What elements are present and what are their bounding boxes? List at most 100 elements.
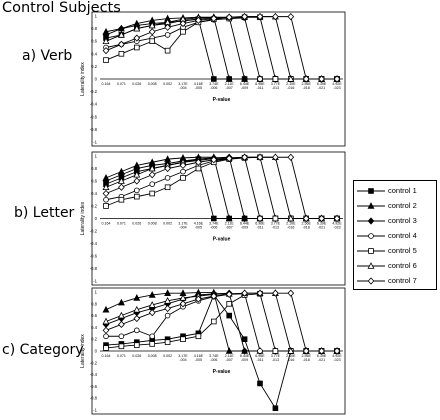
- legend-label-control-1: control 1: [388, 186, 417, 195]
- x-tick-label: 0.164: [102, 354, 111, 358]
- series-line-7: [105, 292, 337, 352]
- legend-item-control-4: control 4: [356, 230, 436, 242]
- data-point: [149, 341, 156, 347]
- data-point: [164, 184, 171, 191]
- chart-panel-2: 1 0.8 0.6 0.4 0.2 0 -0.2 -0.4 -0.6 -0.8 -1 0.164 0.0…: [80, 151, 346, 286]
- data-point: [180, 175, 186, 181]
- data-point: [287, 153, 295, 161]
- data-point: [195, 165, 202, 172]
- data-point: [103, 203, 109, 209]
- x-tick-label: 4.16E -005: [194, 82, 204, 90]
- data-point: [210, 292, 218, 300]
- plot-frame: [91, 11, 346, 147]
- data-point: [241, 336, 248, 342]
- x-tick-label: 0.002: [163, 222, 172, 226]
- x-tick-label: 6.96E -011: [255, 82, 265, 90]
- data-point: [195, 333, 202, 340]
- data-point: [272, 76, 279, 82]
- x-tick-label: 2.56E -018: [301, 354, 311, 362]
- data-point: [272, 153, 279, 161]
- data-point: [149, 333, 156, 340]
- y-tick-label: -0.2: [90, 360, 98, 365]
- data-point: [180, 336, 186, 342]
- legend-item-control-7: control 7: [356, 275, 436, 287]
- y-tick-label: 0.8: [91, 166, 97, 171]
- legend-item-control-6: control 6: [356, 260, 436, 272]
- legend-marker: [367, 277, 375, 285]
- panel-label-verb: a) Verb: [22, 48, 73, 64]
- data-point: [210, 156, 218, 164]
- data-point: [117, 177, 125, 184]
- series-line-6: [105, 292, 337, 352]
- x-tick-label: 0.071: [117, 354, 126, 358]
- x-axis-title: P-value: [213, 97, 231, 103]
- y-tick-label: 0.6: [91, 39, 97, 44]
- x-tick-label: 0.026: [132, 354, 141, 358]
- data-point: [333, 214, 341, 223]
- y-axis-title: Laterality index: [80, 334, 86, 368]
- data-point: [225, 13, 233, 21]
- x-tick-label: 6.39E -021: [317, 222, 327, 230]
- data-point: [133, 305, 141, 313]
- x-tick-label: 6.96E -011: [255, 354, 265, 362]
- data-point: [133, 294, 141, 301]
- data-point: [272, 289, 279, 297]
- data-point: [118, 333, 125, 340]
- y-tick-label: 0.2: [91, 64, 97, 69]
- data-point: [257, 76, 263, 82]
- x-tick-label: 0.002: [163, 82, 172, 86]
- x-tick-label: 6.39E -021: [317, 82, 327, 90]
- x-tick-label: 0.071: [117, 82, 126, 86]
- data-point: [164, 175, 171, 181]
- legend-swatch-3: [357, 217, 385, 225]
- data-point: [226, 300, 233, 307]
- data-point: [287, 347, 295, 354]
- y-tick-label: -0.4: [90, 102, 98, 107]
- chart-panel-1: 1 0.8 0.6 0.4 0.2 0 -0.2 -0.4 -0.6 -0.8 -1 0.164 0.0…: [80, 11, 346, 147]
- x-tick-label: 4.92E -023: [332, 222, 342, 230]
- y-tick-label: 0.4: [91, 325, 97, 330]
- y-tick-label: 0: [95, 77, 98, 82]
- data-point: [164, 312, 171, 319]
- data-point: [180, 28, 186, 35]
- data-point: [102, 317, 110, 325]
- data-point: [148, 21, 156, 29]
- data-point: [118, 51, 125, 57]
- y-tick-label: -0.4: [90, 241, 98, 246]
- y-tick-label: -1: [93, 408, 97, 413]
- y-tick-label: 0.6: [91, 179, 97, 184]
- legend-marker: [367, 217, 375, 225]
- data-point: [179, 19, 187, 28]
- x-tick-label: 2.10E -016: [286, 222, 296, 230]
- x-tick-label: 3.77E -013: [271, 222, 281, 230]
- data-point: [148, 291, 156, 298]
- series-line-6: [105, 16, 337, 80]
- x-tick-label: 2.11E -007: [225, 82, 235, 90]
- legend-label-control-5: control 5: [388, 246, 417, 255]
- data-point: [287, 289, 295, 297]
- x-axis-title: P-value: [213, 237, 231, 243]
- data-point: [257, 215, 263, 222]
- data-point: [272, 405, 279, 412]
- data-point: [164, 296, 172, 304]
- y-tick-label: 1: [95, 290, 98, 295]
- data-point: [148, 301, 156, 308]
- data-point: [210, 76, 217, 82]
- data-point: [179, 300, 187, 308]
- data-point: [148, 171, 156, 179]
- y-axis-title: Laterality index: [80, 62, 86, 96]
- data-point: [102, 189, 110, 198]
- y-tick-label: -0.8: [90, 266, 98, 271]
- x-tick-label: 0.002: [163, 354, 172, 358]
- x-tick-label: 0.008: [148, 354, 157, 358]
- x-tick-label: 3.74E -006: [209, 82, 219, 90]
- data-point: [287, 75, 295, 82]
- data-point: [133, 34, 141, 42]
- data-point: [164, 23, 171, 31]
- x-tick-label: 4.92E -023: [332, 82, 342, 90]
- x-axis-title: P-value: [213, 369, 231, 375]
- x-tick-label: 4.16E -005: [194, 354, 204, 362]
- data-point: [117, 311, 125, 319]
- data-point: [241, 347, 248, 355]
- data-point: [133, 193, 140, 200]
